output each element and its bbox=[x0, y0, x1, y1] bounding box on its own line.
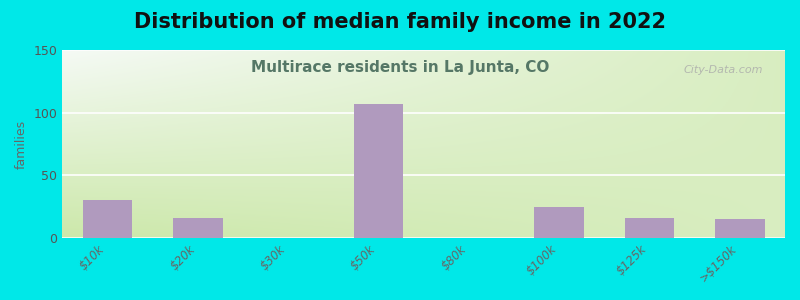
Text: City-Data.com: City-Data.com bbox=[684, 65, 763, 75]
Text: Multirace residents in La Junta, CO: Multirace residents in La Junta, CO bbox=[251, 60, 549, 75]
Bar bbox=[715, 219, 765, 238]
Y-axis label: families: families bbox=[15, 119, 28, 169]
Bar bbox=[625, 218, 674, 238]
Bar bbox=[354, 104, 403, 238]
Bar bbox=[82, 200, 132, 238]
Bar bbox=[173, 218, 222, 238]
Bar bbox=[534, 207, 584, 238]
Text: Distribution of median family income in 2022: Distribution of median family income in … bbox=[134, 12, 666, 32]
